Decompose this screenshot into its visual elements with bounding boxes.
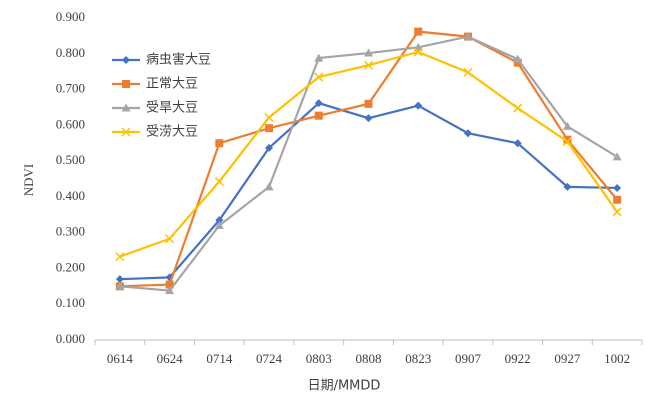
marker — [363, 60, 374, 70]
x-tick-label: 0927 — [554, 351, 581, 366]
marker — [122, 56, 130, 64]
marker — [513, 54, 523, 63]
marker — [613, 183, 622, 192]
marker — [463, 67, 473, 77]
y-tick-label: 0.800 — [56, 45, 85, 60]
y-tick-label: 0.600 — [56, 116, 85, 131]
x-tick-label: 0823 — [405, 351, 431, 366]
marker — [463, 32, 473, 41]
marker — [265, 143, 274, 152]
legend-label: 病虫害大豆 — [146, 52, 211, 68]
y-tick-label: 0.700 — [56, 81, 85, 96]
marker — [265, 124, 274, 133]
marker — [314, 72, 324, 82]
marker — [463, 129, 472, 138]
marker — [214, 176, 224, 187]
marker — [513, 139, 522, 148]
y-tick-label: 0.500 — [56, 152, 85, 167]
marker — [364, 114, 373, 123]
marker — [314, 111, 323, 120]
marker — [264, 112, 274, 122]
y-tick-label: 0.000 — [56, 331, 85, 346]
marker — [513, 103, 523, 113]
x-tick-label: 0808 — [356, 351, 382, 366]
marker — [612, 152, 622, 161]
marker — [562, 136, 572, 146]
y-tick-label: 0.100 — [56, 295, 85, 310]
legend-label: 正常大豆 — [146, 77, 198, 92]
y-tick-label: 0.300 — [56, 224, 85, 239]
marker — [115, 252, 125, 262]
marker — [612, 207, 622, 217]
marker — [364, 48, 373, 57]
legend-label: 受旱大豆 — [146, 101, 198, 116]
marker — [215, 216, 224, 225]
marker — [264, 182, 274, 191]
x-tick-label: 0724 — [256, 351, 283, 366]
legend-label: 受涝大豆 — [146, 124, 198, 140]
y-tick-label: 0.400 — [56, 188, 85, 203]
marker — [121, 103, 131, 112]
x-axis-label: 日期/MMDD — [308, 379, 381, 394]
marker — [115, 281, 125, 290]
x-tick-label: 0624 — [157, 351, 184, 366]
marker — [215, 139, 224, 148]
marker — [414, 101, 423, 110]
x-tick-label: 1002 — [604, 351, 630, 366]
marker — [613, 195, 622, 204]
marker — [165, 234, 175, 244]
x-tick-label: 0922 — [505, 351, 531, 366]
marker — [563, 135, 572, 144]
marker — [214, 221, 224, 230]
y-tick-label: 0.200 — [56, 259, 85, 274]
x-tick-label: 0803 — [306, 351, 332, 366]
x-tick-label: 0714 — [206, 351, 233, 366]
marker — [165, 280, 174, 289]
marker — [413, 47, 423, 57]
marker — [121, 127, 131, 137]
x-tick-label: 0907 — [455, 351, 482, 366]
x-tick-label: 0614 — [107, 351, 134, 366]
marker — [165, 286, 175, 295]
marker — [562, 121, 572, 130]
marker — [364, 99, 373, 108]
marker — [122, 80, 130, 88]
marker — [314, 53, 324, 62]
marker — [314, 99, 323, 108]
marker — [513, 58, 522, 67]
marker — [115, 275, 124, 284]
marker — [414, 27, 423, 36]
y-axis-label: NDVI — [21, 164, 36, 197]
marker — [563, 182, 572, 191]
y-tick-label: 0.900 — [56, 9, 85, 24]
